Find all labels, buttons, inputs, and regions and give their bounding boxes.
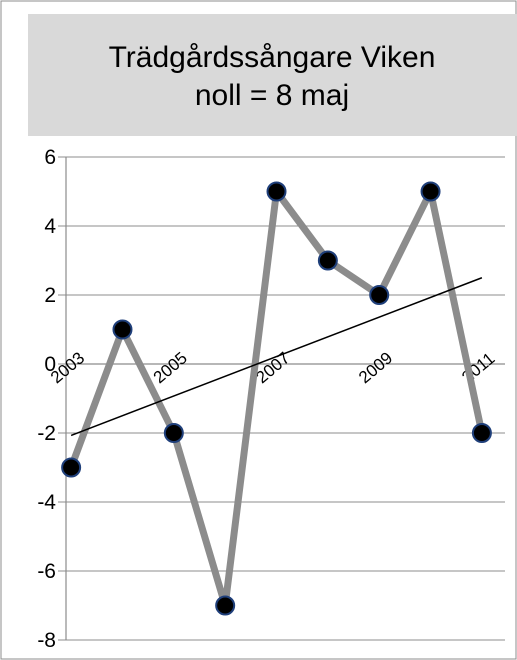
y-tick-label: 2 — [44, 284, 56, 307]
title-background — [28, 14, 517, 136]
y-tick-label: 0 — [44, 353, 56, 376]
data-markers — [61, 181, 492, 616]
data-point — [471, 423, 492, 443]
chart-title-line-2: noll = 8 maj — [195, 79, 349, 112]
data-point — [163, 423, 184, 443]
y-tick-label: -2 — [37, 422, 56, 445]
trendline-group — [70, 277, 483, 437]
y-tick-label: -6 — [37, 560, 56, 583]
data-point — [215, 595, 236, 616]
y-tick-label: -8 — [37, 629, 56, 652]
data-point — [369, 285, 390, 305]
data-point — [317, 250, 338, 271]
data-point — [266, 181, 287, 202]
data-point — [61, 457, 82, 478]
y-tick-label: -4 — [37, 491, 56, 514]
chart-title-line-1: Trädgårdssångare Viken — [109, 41, 436, 74]
trendline — [70, 277, 483, 437]
data-point — [420, 181, 441, 202]
y-tick-label: 4 — [44, 215, 56, 238]
data-point — [112, 319, 133, 340]
y-axis-tick-labels: 6 4 2 0 -2 -4 -6 -8 — [37, 146, 56, 652]
y-tick-label: 6 — [44, 146, 56, 169]
